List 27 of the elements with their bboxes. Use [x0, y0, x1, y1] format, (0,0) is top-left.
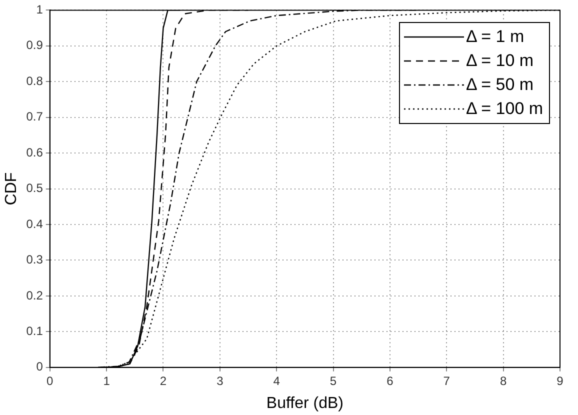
x-tick-label: 0: [46, 374, 54, 388]
y-axis-title: CDF: [3, 172, 20, 206]
x-tick-label: 6: [386, 374, 394, 388]
y-tick-label: 0.2: [26, 288, 44, 302]
x-tick-label: 5: [330, 374, 337, 388]
legend-label: Δ = 10 m: [466, 50, 534, 72]
x-axis-title: Buffer (dB): [266, 394, 344, 412]
x-tick-label: 8: [500, 374, 507, 388]
legend-label: Δ = 100 m: [466, 98, 544, 120]
legend-label: Δ = 1 m: [466, 26, 524, 48]
y-tick-label: 0.4: [26, 216, 44, 231]
y-tick-label: 0.6: [26, 145, 44, 160]
y-tick-label: 0.1: [26, 324, 44, 338]
y-tick-label: 0.8: [26, 74, 44, 88]
y-tick-label: 0.5: [26, 181, 44, 196]
legend-label: Δ = 50 m: [466, 74, 534, 96]
x-tick-label: 9: [556, 374, 564, 388]
y-tick-label: 0.3: [26, 252, 44, 267]
x-tick-label: 7: [443, 374, 450, 388]
y-tick-label: 1: [36, 2, 44, 17]
y-tick-label: 0.9: [26, 38, 44, 52]
x-tick-label: 4: [273, 374, 280, 388]
x-tick-label: 1: [103, 374, 110, 388]
x-tick-label: 3: [216, 374, 224, 388]
y-tick-label: 0.7: [26, 110, 44, 124]
y-tick-label: 0: [36, 360, 44, 374]
x-tick-label: 2: [160, 374, 167, 388]
